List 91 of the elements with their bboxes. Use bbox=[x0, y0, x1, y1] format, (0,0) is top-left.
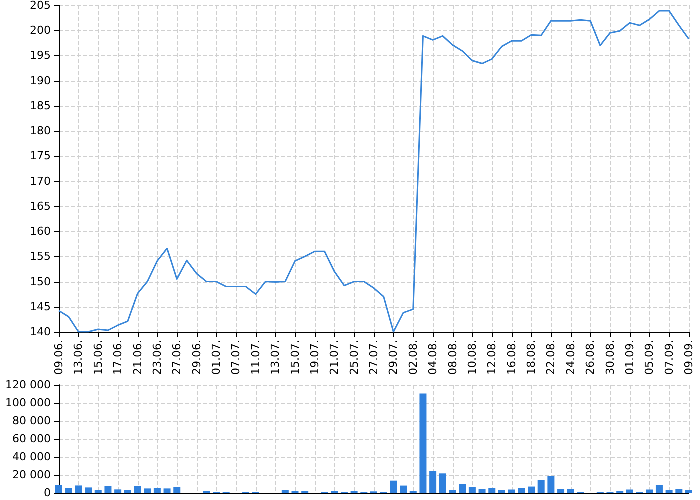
bar bbox=[114, 490, 122, 493]
bar bbox=[646, 490, 654, 493]
x-tick-label: 17.06. bbox=[112, 340, 125, 376]
y-tick-label: 145 bbox=[30, 300, 51, 314]
y-tick-label: 80 000 bbox=[12, 414, 51, 428]
bar bbox=[144, 488, 152, 493]
x-tick-label: 13.07. bbox=[269, 340, 282, 376]
x-tick-label: 22.08. bbox=[544, 340, 558, 376]
bar bbox=[104, 486, 112, 493]
y-tick-label: 160 bbox=[30, 225, 51, 238]
y-tick-label: 195 bbox=[30, 49, 51, 62]
bar bbox=[94, 490, 102, 493]
bar bbox=[164, 488, 171, 493]
bar bbox=[459, 484, 466, 493]
bar bbox=[686, 490, 692, 493]
x-tick-label: 01.09. bbox=[623, 340, 636, 376]
x-tick-label: 10.08. bbox=[466, 340, 479, 376]
bar bbox=[124, 490, 132, 493]
x-tick-label: 12.08. bbox=[486, 340, 499, 376]
y-tick-label: 185 bbox=[30, 99, 51, 112]
bar bbox=[498, 490, 506, 493]
bar bbox=[508, 490, 516, 493]
y-tick-label: 150 bbox=[30, 275, 51, 288]
x-tick-label: 24.08. bbox=[564, 340, 578, 376]
bar bbox=[390, 480, 398, 493]
y-tick-label: 165 bbox=[30, 200, 51, 213]
bar bbox=[518, 488, 526, 493]
bar bbox=[174, 487, 181, 493]
y-tick-label: 20 000 bbox=[12, 468, 51, 482]
x-tick-label: 27.06. bbox=[170, 340, 184, 376]
x-tick-label: 09.06. bbox=[52, 340, 66, 376]
bar bbox=[468, 487, 476, 493]
y-tick-label: 0 bbox=[44, 486, 51, 500]
bar bbox=[548, 476, 555, 493]
x-tick-label: 11.07. bbox=[249, 340, 262, 376]
bar bbox=[75, 486, 82, 493]
y-tick-label: 170 bbox=[30, 174, 51, 188]
y-tick-label: 190 bbox=[30, 74, 51, 88]
bar bbox=[656, 485, 663, 493]
x-tick-label: 04.08. bbox=[426, 340, 440, 376]
y-tick-label: 205 bbox=[30, 0, 51, 12]
y-tick-label: 100 000 bbox=[6, 396, 51, 410]
bar bbox=[558, 489, 565, 493]
x-tick-label: 21.07. bbox=[328, 340, 342, 376]
x-tick-label: 02.08. bbox=[406, 340, 420, 376]
x-tick-label: 18.08. bbox=[525, 340, 538, 376]
x-tick-label: 08.08. bbox=[446, 340, 460, 376]
x-tick-label: 19.07. bbox=[308, 340, 322, 376]
x-tick-label: 30.08. bbox=[604, 340, 617, 376]
x-tick-label: 26.08. bbox=[584, 340, 598, 376]
bar bbox=[676, 489, 683, 493]
y-tick-label: 140 bbox=[30, 326, 51, 339]
x-tick-label: 25.07. bbox=[348, 340, 361, 376]
bar bbox=[85, 488, 92, 493]
x-tick-label: 07.09. bbox=[662, 340, 676, 376]
y-tick-label: 40 000 bbox=[12, 450, 51, 464]
bar bbox=[567, 489, 574, 493]
y-tick-label: 60 000 bbox=[12, 432, 51, 446]
y-tick-label: 175 bbox=[30, 150, 51, 163]
bar bbox=[282, 490, 289, 493]
bar bbox=[154, 488, 161, 493]
x-tick-label: 16.08. bbox=[505, 340, 518, 376]
bar bbox=[528, 486, 535, 493]
bar bbox=[439, 474, 446, 493]
bar bbox=[449, 490, 456, 493]
bar bbox=[420, 394, 427, 493]
x-tick-label: 23.06. bbox=[150, 340, 164, 376]
bar bbox=[478, 489, 486, 493]
x-tick-label: 29.06. bbox=[190, 340, 204, 376]
bar bbox=[400, 486, 408, 493]
x-tick-label: 07.07. bbox=[230, 340, 243, 376]
x-tick-label: 15.06. bbox=[92, 340, 105, 376]
bar bbox=[430, 471, 437, 493]
x-tick-label: 01.07. bbox=[210, 340, 223, 376]
y-tick-label: 200 bbox=[30, 24, 51, 38]
y-tick-label: 155 bbox=[30, 250, 51, 264]
x-tick-label: 15.07. bbox=[288, 340, 302, 376]
bar bbox=[538, 480, 545, 493]
bar bbox=[65, 488, 72, 493]
x-tick-label: 21.06. bbox=[131, 340, 144, 376]
bar bbox=[626, 490, 634, 493]
x-tick-label: 05.09. bbox=[643, 340, 656, 376]
bar bbox=[666, 490, 673, 493]
y-tick-label: 120 000 bbox=[6, 378, 51, 392]
x-tick-label: 27.07. bbox=[368, 340, 380, 376]
y-tick-label: 180 bbox=[30, 124, 51, 138]
x-tick-label: 29.07. bbox=[387, 340, 400, 376]
x-tick-label: 09.09. bbox=[682, 340, 696, 376]
x-tick-label: 13.06. bbox=[72, 340, 86, 376]
bar bbox=[488, 488, 496, 493]
bar bbox=[134, 486, 142, 493]
